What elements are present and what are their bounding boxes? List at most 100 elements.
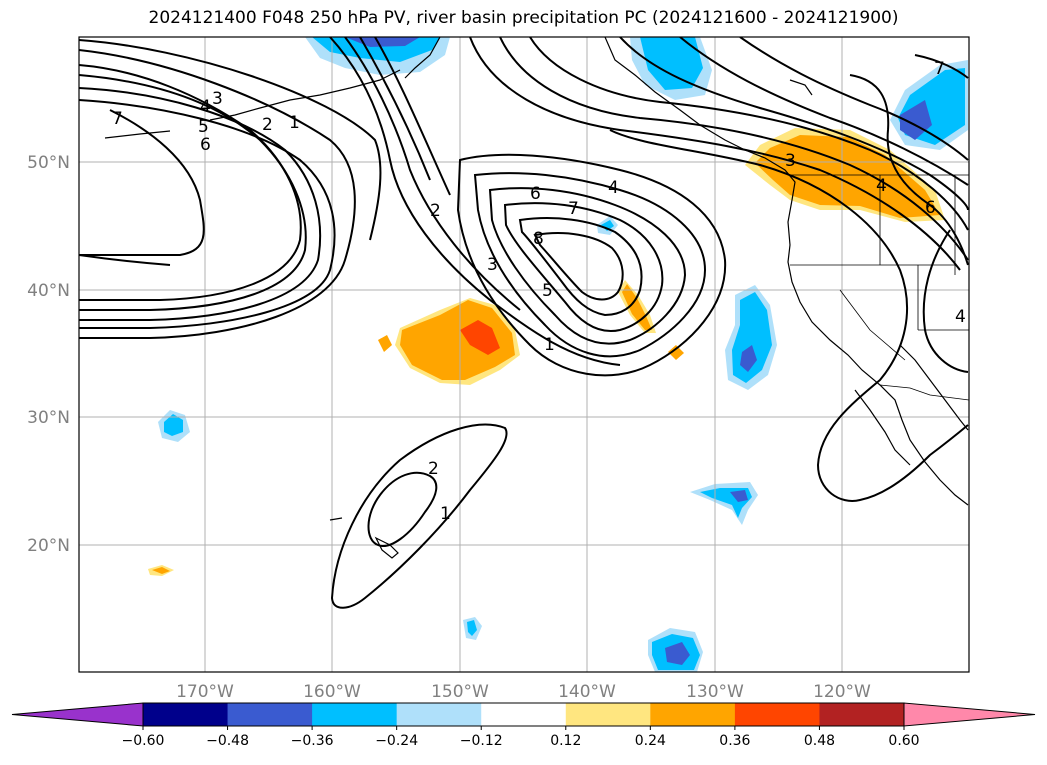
colorbar-segment [227,703,313,726]
colorbar-segment [734,703,820,726]
contour-low-5 [518,217,643,317]
lon-label: 140°W [558,682,616,702]
contour-west-5 [79,87,322,321]
neg-area-tropics-max [730,490,748,502]
contour-label: 5 [542,281,553,301]
contour-label: 6 [530,184,541,204]
pos-area-small-1 [378,335,392,352]
contour-east-4 [619,37,969,211]
contour-label-group: 7 4 5 6 3 2 1 2 3 6 4 7 8 5 1 2 1 3 4 6 … [112,59,966,524]
map-title: 2024121400 F048 250 hPa PV, river basin … [148,8,899,28]
lon-label: 170°W [176,682,234,702]
contour-ridge-3 [359,37,431,181]
contour-ridge-4 [374,37,451,196]
lon-label: 130°W [686,682,744,702]
contour-west-inner [79,109,205,256]
contour-low-1 [456,153,727,377]
coast-north-america-west [604,37,969,506]
pos-area-pacific-nw-core [755,135,940,218]
border-california [839,289,906,361]
contour-label: 2 [428,459,439,479]
colorbar-tick-label: 0.36 [719,733,750,749]
colorbar-tick-label: −0.60 [122,733,165,749]
precipitation-shading [148,37,968,672]
longitude-labels: 170°W 160°W 150°W 140°W 130°W 120°W [176,682,871,702]
graticule [79,37,969,672]
colorbar-tick-label: 0.48 [804,733,835,749]
contour-low-2 [473,172,707,358]
contour-east-8 [914,54,969,79]
contour-low-3 [488,187,687,345]
contour-east-trough-1 [609,129,969,502]
colorbar-tick-label: −0.48 [206,733,249,749]
contour-east-5 [679,37,969,186]
contour-label: 4 [608,178,619,198]
border-us-mexico [879,384,969,401]
contour-ridge-2 [344,37,521,311]
coastlines [104,37,969,559]
contour-label: 4 [876,176,887,196]
colorbar-extend-max [903,702,1036,727]
contour-label: 3 [487,255,498,275]
latitude-labels: 50°N 40°N 30°N 20°N [27,153,70,556]
contour-label: 6 [200,135,211,155]
pv-contours [79,37,969,609]
contour-label: 7 [112,109,123,129]
colorbar-tick-label: 0.60 [888,733,919,749]
coast-hudson [789,79,813,96]
contour-east-trough-2 [922,229,969,373]
contour-west-2 [79,39,382,241]
contour-east-6 [739,37,969,161]
contour-east-7 [849,74,969,266]
coast-gulf-california [899,344,969,431]
lon-label: 150°W [431,682,489,702]
contour-label: 8 [533,229,544,249]
lon-label: 160°W [303,682,361,702]
contour-low-6 [533,232,624,301]
lat-label: 30°N [27,408,70,428]
colorbar-tick-label: −0.36 [291,733,334,749]
contour-label: 5 [198,117,209,137]
colorbar-tick-label: 0.12 [550,733,581,749]
contour-label: 4 [955,307,966,327]
coast-baja [854,389,911,466]
lat-label: 50°N [27,153,70,173]
lon-label: 120°W [813,682,871,702]
coast-aleutians-west [104,130,171,139]
pos-area-small-2-core [622,284,652,330]
contour-east-2 [499,37,969,261]
colorbar-extend-min [11,702,144,727]
colorbar-segment [396,703,482,726]
contour-label: 3 [212,89,223,109]
contour-west-3 [79,49,356,339]
colorbar-tick-label: −0.24 [375,733,418,749]
contour-west-6 [79,74,307,311]
pos-area-central-pacific-core [400,300,515,380]
neg-area-small-2-core [164,414,183,436]
coast-hawaii [374,536,399,559]
contour-ridge-1 [329,37,621,366]
pos-area-central-pacific-max [460,320,500,355]
contour-west-7 [79,64,302,301]
contour-label: 7 [934,59,945,79]
contour-subtropical-2 [367,471,438,547]
contour-label: 4 [200,97,211,117]
colorbar-segment [481,703,567,726]
colorbar: −0.60 −0.48 −0.36 −0.24 −0.12 0.12 0.24 0.36 0.4… [11,702,1036,749]
colorbar-tick-label: 0.24 [635,733,666,749]
contour-label: 1 [289,113,300,133]
contour-subtropical-1 [330,423,508,609]
coast-alaska-peninsula [404,37,441,79]
plot-frame [78,36,970,673]
contour-east-1 [469,37,961,271]
colorbar-segment [312,703,398,726]
pos-area-small-4-core [152,567,170,574]
contour-label: 2 [262,115,273,135]
contour-low-4 [503,202,664,333]
contour-label: 6 [925,198,936,218]
pos-area-small-3 [668,345,684,360]
contour-label: 7 [568,199,579,219]
neg-area-south-max [665,642,690,665]
contour-label: 2 [430,201,441,221]
